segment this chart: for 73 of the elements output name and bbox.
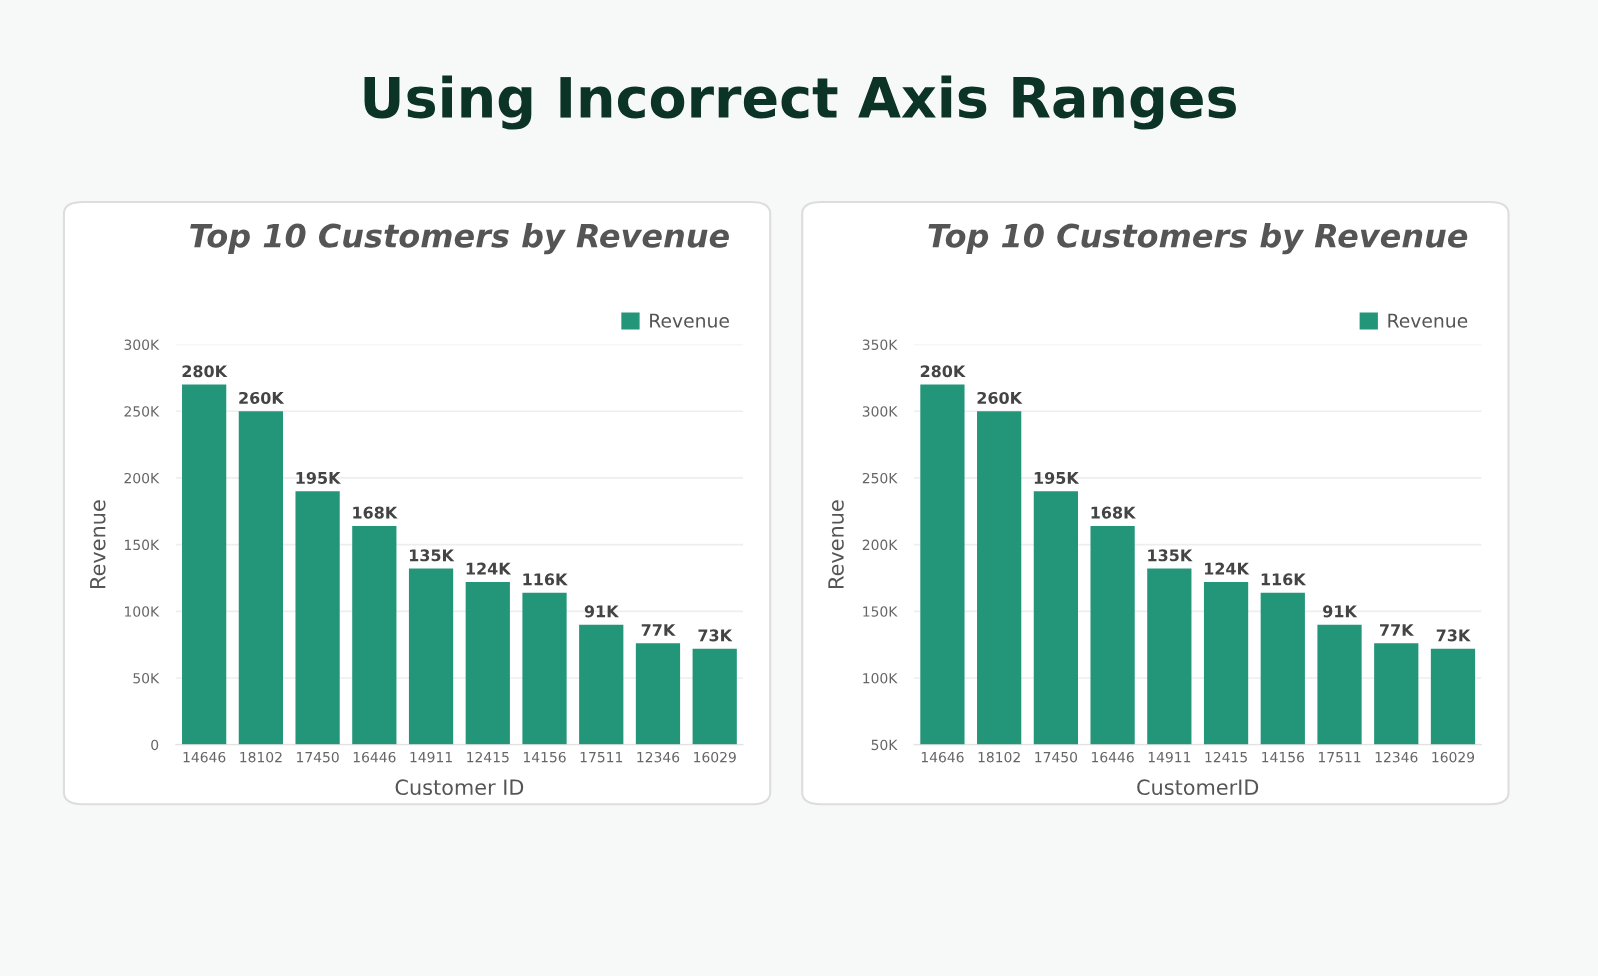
y-tick-label: 50K — [871, 739, 898, 751]
legend-label: Revenue — [1388, 313, 1468, 328]
annotation: 91K — [584, 605, 620, 618]
annotation: 116K — [1261, 573, 1307, 586]
bar — [579, 624, 624, 745]
annotation: 260K — [977, 391, 1023, 404]
x-tick-label: 17450 — [297, 751, 339, 763]
bar — [182, 384, 227, 745]
y-tick-label: 300K — [124, 339, 160, 350]
bar — [352, 525, 397, 745]
x-tick-label: 17450 — [1035, 751, 1078, 763]
chart-title: Top 10 Customers by Revenue — [190, 223, 729, 255]
annotation: 168K — [1091, 506, 1136, 519]
annotation: 116K — [523, 573, 568, 586]
annotation: 195K — [1034, 471, 1080, 484]
text: Using Incorrect Axis Ranges — [364, 75, 1236, 130]
x-tick-label: 16446 — [1092, 751, 1134, 763]
y-tick-label: 250K — [124, 406, 160, 417]
x-tick-label: 12346 — [1375, 751, 1418, 763]
x-axis-title: Customer ID — [395, 779, 524, 796]
y-tick-label: 200K — [124, 472, 160, 484]
x-tick-label: 14911 — [1148, 751, 1191, 763]
x-tick-label: 14911 — [410, 751, 452, 763]
y-axis-title: Revenue — [90, 500, 106, 588]
annotation: 77K — [1380, 624, 1415, 636]
x-tick-label: 14156 — [1262, 751, 1305, 763]
x-tick-label: 17511 — [580, 752, 623, 763]
y-tick-label: 100K — [863, 672, 898, 684]
annotation: 73K — [698, 629, 733, 642]
annotation: 135K — [410, 549, 455, 562]
y-tick-label: 150K — [863, 606, 898, 617]
y-axis-title: Revenue — [828, 500, 844, 588]
bar — [465, 581, 510, 745]
annotation: 73K — [1436, 629, 1471, 642]
y-tick-label: 300K — [862, 406, 898, 417]
bar — [238, 411, 283, 745]
x-tick-label: 18102 — [978, 751, 1020, 763]
x-tick-label: 12415 — [467, 751, 509, 763]
annotation: 260K — [239, 391, 285, 404]
annotation: 91K — [1323, 605, 1358, 618]
x-tick-label: 14646 — [921, 751, 964, 763]
x-tick-label: 12346 — [637, 751, 680, 763]
chart-title: Top 10 Customers by Revenue — [928, 223, 1468, 255]
x-tick-label: 16029 — [694, 751, 736, 763]
annotation: 135K — [1148, 549, 1193, 562]
y-tick-label: 100K — [125, 606, 160, 617]
annotation: 124K — [466, 562, 512, 575]
x-tick-label: 14646 — [183, 751, 226, 763]
x-tick-label: 16446 — [353, 751, 396, 763]
x-tick-label: 16029 — [1432, 751, 1475, 763]
bar — [692, 648, 737, 745]
bar — [295, 491, 340, 745]
bar — [522, 592, 567, 745]
annotation: 77K — [641, 624, 676, 636]
x-tick-label: 18102 — [240, 751, 282, 763]
annotation: 168K — [353, 506, 398, 519]
annotation: 280K — [182, 365, 228, 378]
legend-label: Revenue — [650, 313, 729, 328]
x-axis-title: CustomerID — [1137, 779, 1259, 796]
bar — [635, 643, 681, 745]
x-tick-label: 14156 — [523, 751, 566, 763]
x-tick-label: 17511 — [1318, 752, 1361, 763]
annotation: 124K — [1205, 562, 1250, 575]
y-tick-label: 0 — [151, 739, 159, 751]
bar — [408, 568, 454, 745]
y-tick-label: 250K — [862, 472, 898, 484]
x-tick-label: 12415 — [1205, 751, 1247, 763]
y-tick-label: 150K — [125, 539, 160, 551]
y-tick-label: 50K — [133, 672, 160, 684]
annotation: 280K — [920, 365, 966, 378]
annotation: 195K — [296, 471, 341, 484]
y-tick-label: 350K — [862, 339, 898, 350]
y-tick-label: 200K — [862, 539, 898, 551]
